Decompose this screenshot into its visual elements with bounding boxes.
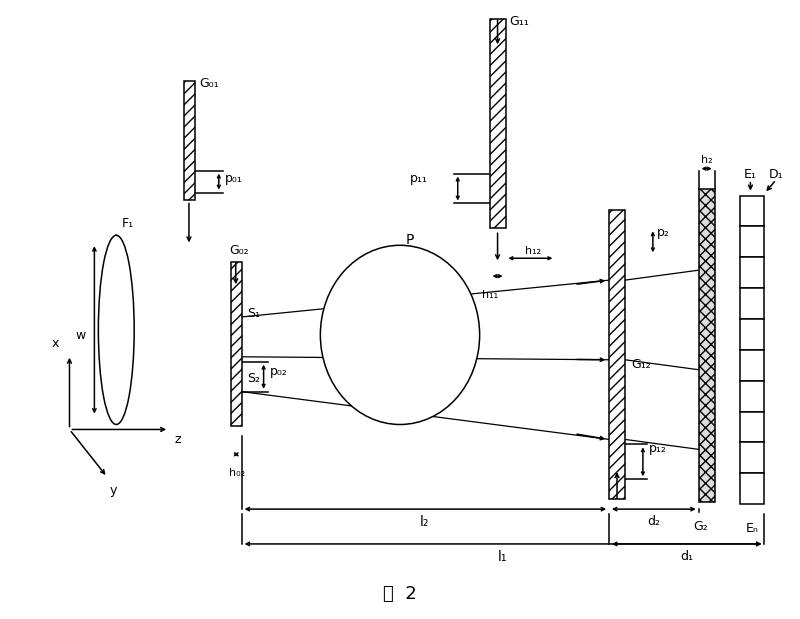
Ellipse shape (320, 245, 480, 425)
Text: G₀₁: G₀₁ (199, 77, 218, 90)
Text: l₁: l₁ (498, 550, 507, 564)
Text: G₁₁: G₁₁ (510, 15, 530, 28)
Text: l₂: l₂ (420, 515, 430, 529)
Text: y: y (110, 484, 117, 497)
Text: h₂: h₂ (701, 155, 713, 165)
Text: w: w (75, 329, 86, 342)
Bar (609, 210, 625, 499)
Text: D₁: D₁ (769, 168, 784, 181)
Text: p₁₂: p₁₂ (649, 443, 666, 456)
Text: z: z (174, 433, 181, 446)
Text: G₀₂: G₀₂ (229, 245, 248, 258)
Bar (741, 258, 764, 288)
Bar (741, 443, 764, 474)
Text: E₁: E₁ (744, 168, 757, 181)
Text: d₁: d₁ (680, 550, 694, 563)
Text: 图  2: 图 2 (383, 585, 417, 603)
Text: h₁₂: h₁₂ (526, 246, 542, 256)
Bar (741, 381, 764, 412)
Ellipse shape (98, 235, 134, 425)
Bar (741, 288, 764, 319)
Text: G₁₂: G₁₂ (631, 358, 650, 371)
Text: h₀₂: h₀₂ (229, 469, 245, 478)
Bar (741, 474, 764, 504)
Text: p₀₂: p₀₂ (270, 365, 287, 378)
Bar (741, 319, 764, 350)
Bar (741, 412, 764, 443)
Text: d₂: d₂ (647, 515, 660, 528)
Text: S₁: S₁ (246, 307, 260, 320)
Bar (698, 189, 714, 502)
Text: p₂: p₂ (657, 227, 670, 240)
Bar (230, 262, 242, 426)
Text: P: P (406, 233, 414, 248)
Text: p₀₁: p₀₁ (225, 172, 242, 185)
Bar (184, 81, 195, 201)
Bar (741, 196, 764, 227)
Bar (490, 19, 506, 228)
Text: F₁: F₁ (122, 217, 134, 230)
Bar (741, 227, 764, 258)
Text: G₂: G₂ (694, 520, 708, 533)
Text: Eₙ: Eₙ (746, 522, 759, 535)
Text: p₁₁: p₁₁ (410, 171, 428, 184)
Text: h₁₁: h₁₁ (482, 290, 498, 300)
Bar (741, 350, 764, 381)
Text: S₂: S₂ (246, 372, 260, 385)
Text: x: x (52, 337, 59, 350)
